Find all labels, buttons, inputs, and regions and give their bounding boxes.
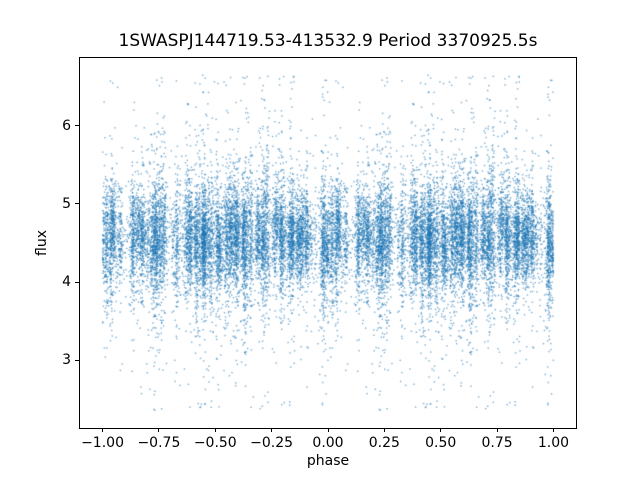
x-tick-label: 0.75 bbox=[481, 435, 513, 451]
y-tick-mark bbox=[75, 125, 79, 127]
x-tick-mark bbox=[552, 428, 554, 432]
y-tick-label: 6 bbox=[62, 117, 71, 134]
x-axis-label: phase bbox=[306, 453, 350, 469]
y-axis-label: flux bbox=[34, 230, 50, 256]
x-tick-label: 0.50 bbox=[425, 435, 457, 451]
x-tick-mark bbox=[271, 428, 273, 432]
x-tick-label: 1.00 bbox=[537, 435, 570, 451]
x-tick-mark bbox=[158, 428, 160, 432]
x-tick-mark bbox=[102, 428, 104, 432]
x-tick-label: 0.25 bbox=[368, 435, 400, 451]
scatter-canvas bbox=[80, 58, 576, 428]
x-tick-mark bbox=[440, 428, 442, 432]
x-tick-label: −1.00 bbox=[81, 435, 124, 451]
y-tick-mark bbox=[75, 281, 79, 283]
chart-title: 1SWASPJ144719.53-413532.9 Period 3370925… bbox=[118, 31, 538, 51]
x-tick-mark bbox=[327, 428, 329, 432]
y-tick-label: 4 bbox=[62, 274, 71, 291]
x-tick-mark bbox=[214, 428, 216, 432]
y-tick-mark bbox=[75, 359, 79, 361]
x-tick-mark bbox=[383, 428, 385, 432]
y-tick-label: 3 bbox=[62, 352, 71, 369]
x-tick-mark bbox=[496, 428, 498, 432]
x-tick-label: −0.50 bbox=[193, 435, 237, 451]
y-tick-label: 5 bbox=[62, 195, 71, 212]
x-tick-label: −0.75 bbox=[137, 435, 181, 451]
x-tick-label: −0.25 bbox=[250, 435, 294, 451]
y-tick-mark bbox=[75, 203, 79, 205]
x-tick-label: 0.00 bbox=[312, 435, 344, 451]
